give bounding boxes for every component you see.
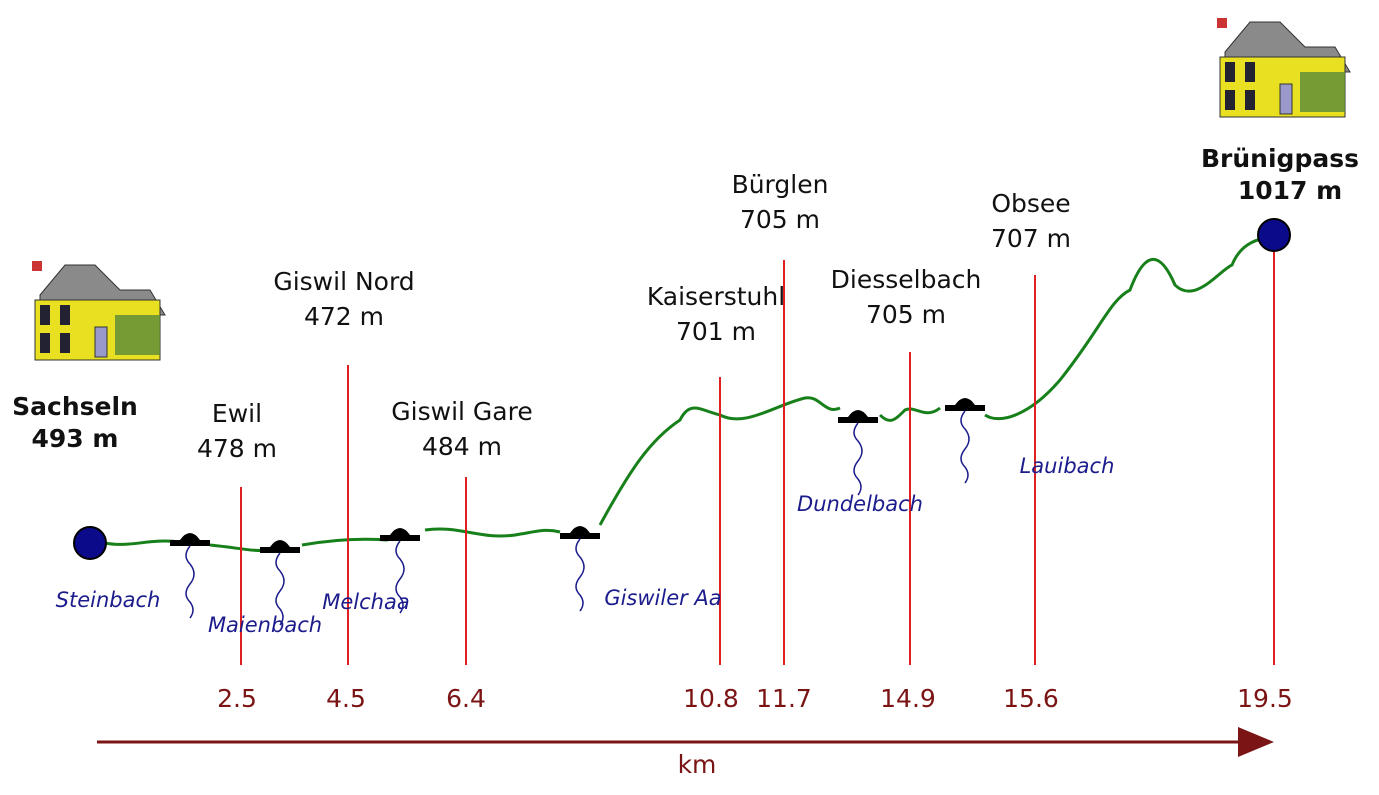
axis-label: km <box>678 750 717 779</box>
stream-name: Melchaa <box>322 590 409 614</box>
km-label: 4.5 <box>326 684 366 713</box>
km-label: 19.5 <box>1237 684 1293 713</box>
bridge-icon <box>838 410 878 423</box>
station-elevation: 478 m <box>197 434 277 463</box>
house-icon <box>31 260 166 361</box>
house-icon <box>1216 17 1351 118</box>
station-elevation: 707 m <box>991 224 1071 253</box>
bridge-icon <box>560 526 600 539</box>
bridge-icon <box>170 533 210 546</box>
stream-icon <box>853 422 863 496</box>
station-elevation: 472 m <box>304 302 384 331</box>
km-label: 6.4 <box>446 684 486 713</box>
endpoint-elevation: 1017 m <box>1238 176 1342 205</box>
endpoint-elevation: 493 m <box>32 424 119 453</box>
station-elevation: 701 m <box>676 317 756 346</box>
bridge-icon <box>380 528 420 541</box>
station-name: Ewil <box>212 399 262 428</box>
km-label: 10.8 <box>683 684 739 713</box>
endpoint-name: Brünigpass <box>1201 144 1359 173</box>
stream-name: Steinbach <box>56 588 161 612</box>
bridge-icon <box>945 398 985 411</box>
stream-icon <box>185 545 195 619</box>
stream-icon <box>275 552 285 626</box>
km-label: 2.5 <box>217 684 257 713</box>
station-elevation: 484 m <box>422 432 502 461</box>
km-label: 14.9 <box>880 684 936 713</box>
endpoint-name: Sachseln <box>12 392 138 421</box>
station-name: Diesselbach <box>831 265 982 294</box>
km-label: 15.6 <box>1003 684 1059 713</box>
stream-name: Dundelbach <box>797 492 923 516</box>
stream-icon <box>575 538 585 612</box>
station-name: Obsee <box>991 189 1070 218</box>
stream-icon <box>395 540 405 614</box>
bridge-icon <box>260 540 300 553</box>
start-point <box>73 526 107 560</box>
station-name: Giswil Nord <box>273 267 414 296</box>
station-name: Bürglen <box>732 170 829 199</box>
stream-icon <box>960 410 970 484</box>
station-name: Kaiserstuhl <box>647 282 785 311</box>
end-point <box>1257 218 1291 252</box>
station-elevation: 705 m <box>866 300 946 329</box>
stream-name: Lauibach <box>1020 454 1115 478</box>
station-elevation: 705 m <box>740 205 820 234</box>
stream-name: Maienbach <box>208 613 322 637</box>
stream-name: Giswiler Aa <box>604 586 721 610</box>
km-label: 11.7 <box>756 684 812 713</box>
station-name: Giswil Gare <box>391 397 532 426</box>
